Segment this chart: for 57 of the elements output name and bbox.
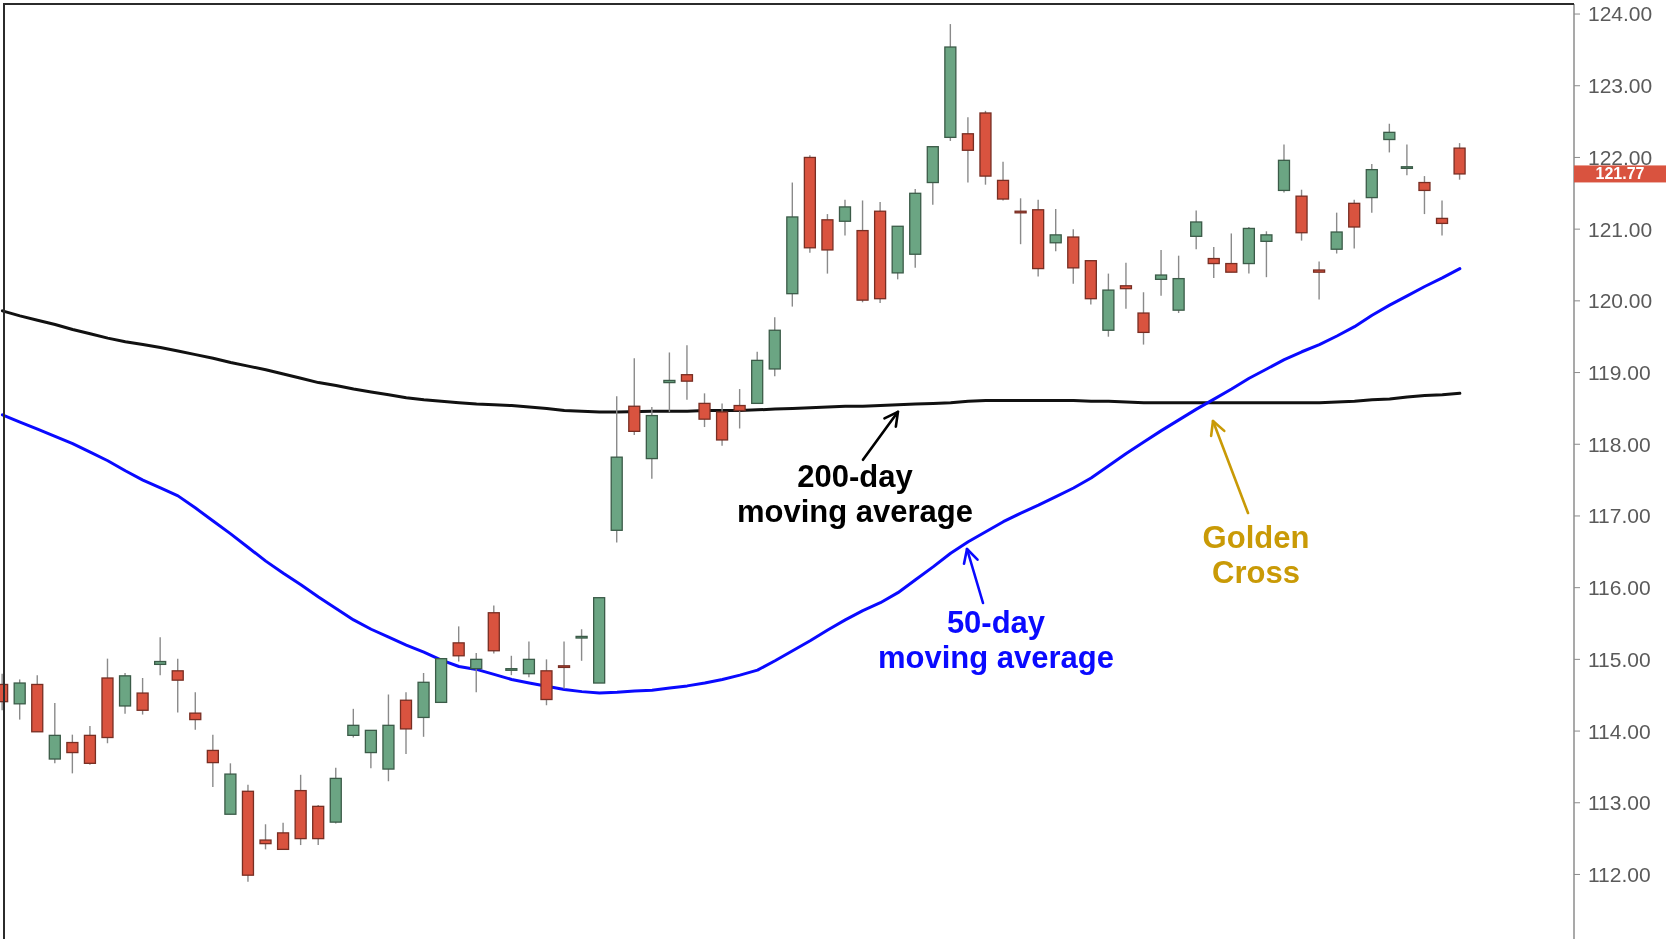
y-tick-label: 116.00: [1588, 576, 1651, 600]
candlestick: [1312, 260, 1326, 301]
candlestick: [1049, 208, 1062, 253]
candlestick: [1348, 199, 1361, 250]
y-tick-label: 120.00: [1588, 289, 1653, 313]
y-tick-label: 118.00: [1588, 432, 1651, 456]
candlestick: [136, 677, 149, 716]
candlestick: [48, 702, 61, 765]
candlestick: [996, 161, 1010, 202]
candlestick: [171, 657, 184, 714]
y-tick-label: 114.00: [1588, 719, 1651, 743]
candlestick: [470, 652, 483, 694]
candlestick: [1260, 230, 1273, 278]
candlestick: [364, 729, 378, 770]
y-tick-label: 124.00: [1588, 2, 1653, 26]
candlestick: [733, 388, 746, 430]
candlestick: [276, 822, 290, 851]
y-tick-label: 121.00: [1588, 217, 1653, 241]
y-tick-label: 117.00: [1588, 504, 1651, 528]
candlestick: [189, 691, 202, 731]
candlestick: [1400, 143, 1414, 177]
y-tick-label: 115.00: [1588, 647, 1651, 671]
y-tick-label: 113.00: [1588, 791, 1651, 815]
candlestick: [838, 199, 852, 237]
candlestick: [259, 823, 272, 851]
annotation: 50-day moving average: [877, 605, 1115, 675]
candlestick: [663, 351, 676, 413]
candlestick: [347, 708, 360, 739]
line-series: [0, 267, 1462, 695]
candlestick: [1207, 246, 1220, 279]
candlestick: [154, 636, 167, 676]
candlestick: [698, 392, 711, 428]
text: 121.77: [1595, 165, 1645, 183]
candlestick: [66, 733, 79, 775]
candlestick: [1383, 123, 1396, 154]
candlestick: [13, 678, 26, 721]
annotation: 200-day moving average: [736, 458, 973, 529]
candlestick: [680, 344, 694, 401]
y-tick-label: 119.00: [1588, 361, 1651, 385]
candlestick: [1119, 262, 1133, 310]
candlestick: [1330, 211, 1343, 255]
candlestick: [206, 733, 219, 788]
candlestick: [1190, 209, 1203, 250]
y-tick-label: 123.00: [1588, 74, 1653, 98]
candlestick: [505, 655, 518, 676]
candlestick: [452, 625, 465, 663]
candlestick: [575, 628, 588, 662]
candlestick: [1418, 175, 1431, 215]
candlestick: [1154, 249, 1168, 297]
candlestick: [961, 116, 975, 184]
y-tick-label: 112.00: [1588, 862, 1651, 886]
candlestick: [557, 640, 571, 690]
candlestick: [522, 640, 536, 678]
candlestick: [1435, 199, 1449, 237]
candlestick: [1137, 291, 1150, 346]
annotation: Golden Cross: [1202, 520, 1310, 590]
candlestick: [1225, 232, 1238, 273]
